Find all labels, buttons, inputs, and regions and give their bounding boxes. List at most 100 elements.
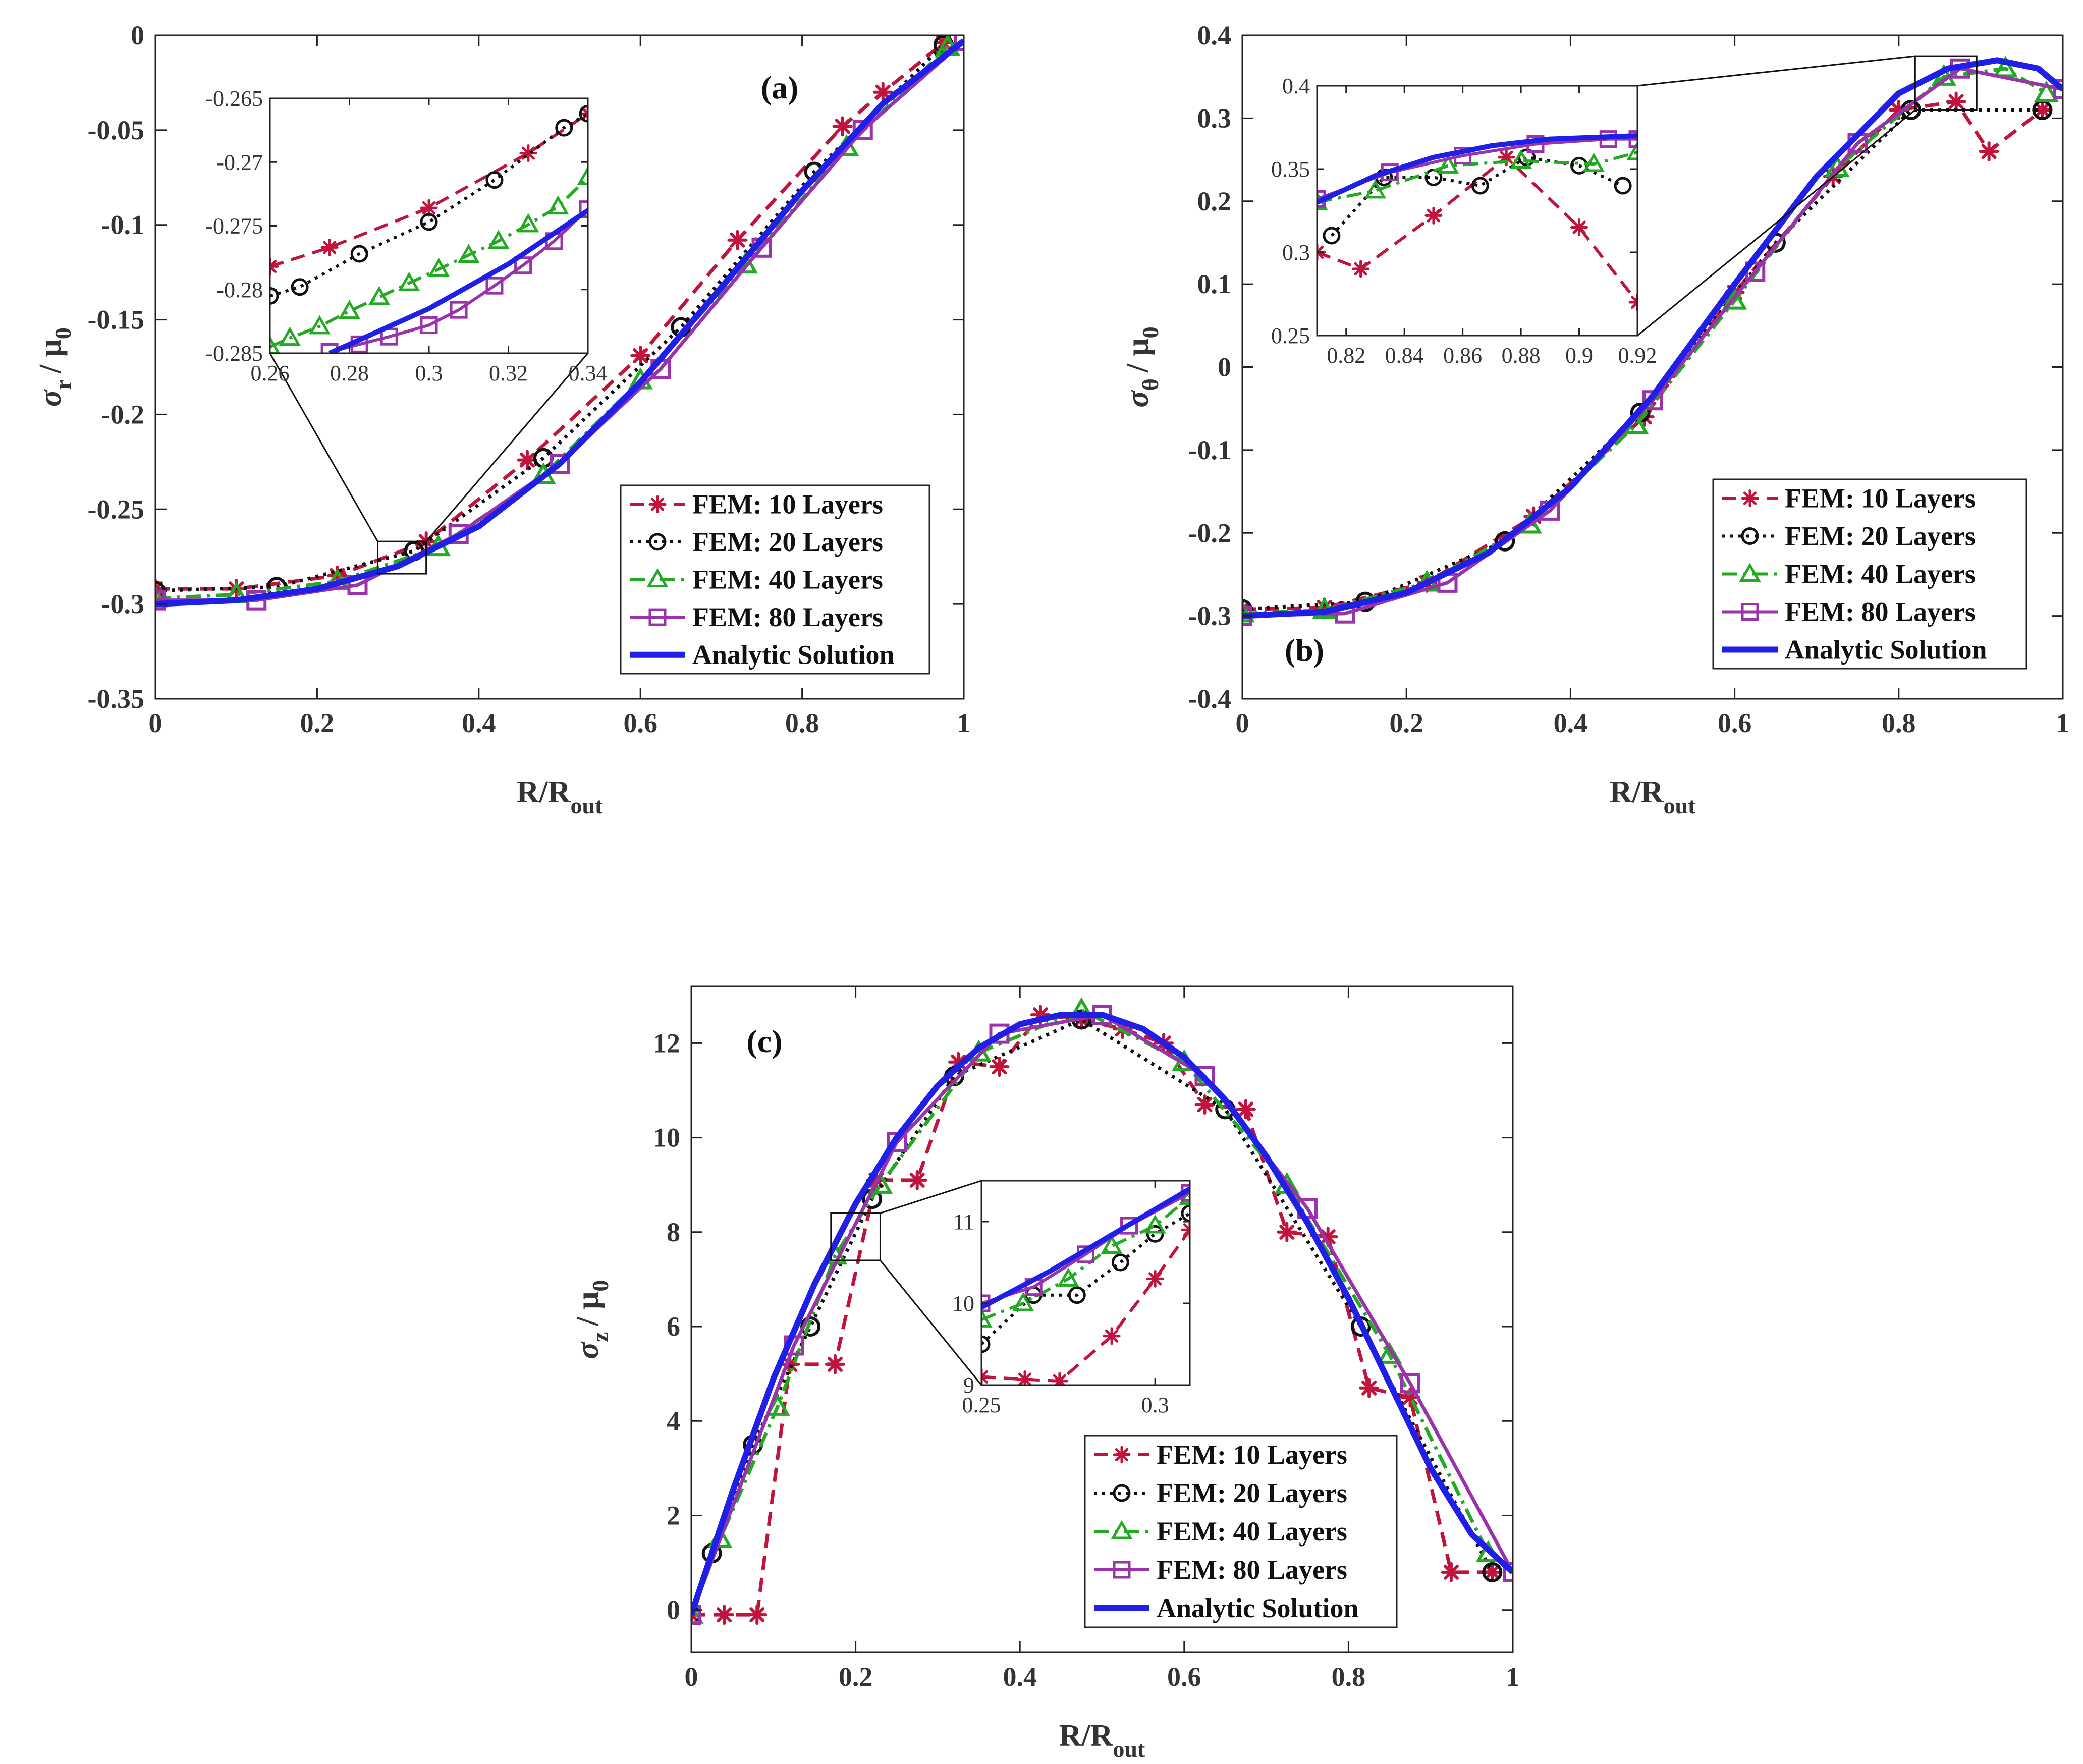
panel-a-inset-fem-10-layers-point-2 <box>420 199 438 217</box>
panel-c-legend: FEM: 10 Layers FEM: 20 Layers FEM: 40 Laye… <box>1084 1435 1398 1628</box>
panel-a-inset-fem-10-layers-series <box>270 104 588 275</box>
panel-b-x-axis-label: R/Rout <box>1610 775 1696 818</box>
panel-b-legend-marker-fem-20-layers <box>1741 527 1759 545</box>
panel-b-legend-marker-fem-10-layers <box>1741 489 1759 507</box>
panel-c-inset-fem-80-layers-point-3 <box>1120 1217 1138 1235</box>
panel-c-legend-item-fem-40-layers: FEM: 40 Layers <box>1094 1516 1347 1547</box>
panel-b-inset-fem-40-layers-point-5 <box>1626 141 1637 160</box>
panel-a-inset-xtick-label-2: 0.3 <box>415 361 443 385</box>
panel-a-inset-fem-40-layers-point-3 <box>338 300 361 319</box>
panel-c-inset-fem-10-layers-point-3 <box>1103 1327 1121 1345</box>
panel-c-fem-20-layers-point-9 <box>1482 1562 1503 1582</box>
panel-b-xtick-label-5: 1 <box>2056 708 2070 738</box>
panel-b-fem-10-layers-point-8 <box>1946 91 1966 112</box>
panel-b-legend-label-fem-20-layers: FEM: 20 Layers <box>1785 521 1976 552</box>
panel-b-inset-fem-40-layers-line <box>1317 151 1637 204</box>
panel-a-plot-content <box>155 35 964 611</box>
panel-b-inset-fem-20-layers-line <box>1330 155 1624 237</box>
panel-b-inset-xtick-label-0: 0.82 <box>1327 343 1365 368</box>
panel-c-ytick-label-1: 2 <box>667 1501 680 1531</box>
panel-a-inset-fem-20-layers-point-4 <box>485 171 504 189</box>
panel-b-inset-fem-40-layers-point-1 <box>1364 179 1387 199</box>
panel-c-fem-10-layers-point-2 <box>747 1605 768 1625</box>
panel-a-panel-letter: (a) <box>761 70 799 105</box>
panel-c-inset-fem-20-layers-point-5 <box>1181 1204 1190 1223</box>
panel-a-zoom-connector-1 <box>269 353 378 542</box>
panel-b-fem-10-layers-point-10 <box>2032 99 2053 120</box>
panel-a-legend-label-fem-80-layers: FEM: 80 Layers <box>692 602 883 632</box>
panel-a-inset-plot-area <box>270 98 588 353</box>
panel-a-inset-fem-20-layers-point-1 <box>291 278 309 296</box>
panel-b-analytic-solution-series <box>1242 57 2063 619</box>
panel-b-xtick-label-3: 0.6 <box>1718 708 1752 738</box>
panel-a-fem-10-layers-point-6 <box>727 230 748 250</box>
panel-a-legend-item-fem-10-layers: FEM: 10 Layers <box>630 489 883 519</box>
panel-c-inset-fem-40-layers-point-1 <box>1012 1292 1034 1311</box>
panel-a-legend-marker-fem-20-layers <box>648 533 667 551</box>
panel-a-fem-10-layers-series <box>155 35 954 599</box>
panel-a-ytick-label-7: 0 <box>131 20 144 50</box>
panel-a-inset-fem-40-layers-point-4 <box>368 286 391 305</box>
panel-a-inset-fem-20-layers-point-2 <box>350 245 368 263</box>
panel-a-inset-fem-40-layers-point-8 <box>487 230 510 249</box>
panel-c-xtick-label-5: 1 <box>1506 1662 1520 1692</box>
panel-b-legend-item-fem-20-layers: FEM: 20 Layers <box>1722 521 1976 552</box>
panel-a-inset-analytic-solution-series <box>328 208 588 353</box>
panel-b-legend-item-fem-40-layers: FEM: 40 Layers <box>1722 559 1976 589</box>
panel-b-inset-xtick-label-1: 0.84 <box>1385 343 1424 368</box>
panel-c-fem-80-layers-point-0 <box>691 1605 701 1625</box>
panel-a-inset-analytic-solution-line <box>328 208 588 353</box>
panel-c-inset-fem-10-layers-series <box>981 1221 1190 1385</box>
panel-b-fem-10-layers-point-7 <box>1888 99 1909 120</box>
panel-b-legend-marker-fem-80-layers <box>1741 603 1759 621</box>
panel-a-inset-ytick-label-4: -0.265 <box>205 86 263 111</box>
panel-c-fem-40-layers-line <box>691 1008 1490 1616</box>
panel-c-fem-10-layers-point-17 <box>1359 1377 1380 1398</box>
panel-c-xtick-label-3: 0.6 <box>1167 1662 1201 1692</box>
panel-c-fem-80-layers-point-5 <box>1194 1066 1215 1086</box>
panel-a-inset-fem-10-layers-point-3 <box>519 144 537 162</box>
panel-a-inset-xtick-label-0: 0.26 <box>251 361 290 385</box>
panel-c-legend-item-fem-20-layers: FEM: 20 Layers <box>1094 1478 1347 1508</box>
panel-a-inset-xtick-label-1: 0.28 <box>330 361 369 385</box>
panel-c-inset-ytick-label-2: 11 <box>953 1209 974 1234</box>
panel-b-legend-item-fem-80-layers: FEM: 80 Layers <box>1722 597 1976 627</box>
panel-c-inset-fem-40-layers-point-2 <box>1057 1267 1079 1287</box>
panel-b-inset-fem-20-layers-point-6 <box>1614 177 1632 195</box>
panel-c-ytick-label-6: 12 <box>653 1028 680 1058</box>
panel-b-fem-40-layers-point-0 <box>1242 600 1255 623</box>
panel-a-inset-fem-10-layers-point-1 <box>320 238 339 256</box>
panel-b-inset-content <box>1317 130 1637 311</box>
panel-b-inset-fem-10-layers-point-2 <box>1424 206 1443 225</box>
panel-c-inset-fem-20-layers-point-4 <box>1146 1225 1164 1243</box>
panel-b-inset-fem-40-layers-point-3 <box>1510 149 1532 169</box>
panel-a-legend-item-fem-40-layers: FEM: 40 Layers <box>630 565 883 595</box>
panel-a-zoom-region-box <box>377 540 427 575</box>
panel-a-inset-fem-20-layers-line <box>270 112 588 298</box>
panel-a-legend-label-fem-10-layers: FEM: 10 Layers <box>692 489 883 519</box>
panel-b-legend-item-analytic-solution: Analytic Solution <box>1722 635 1987 665</box>
panel-b-inset-analytic-solution-line <box>1317 133 1637 205</box>
panel-b-legend-item-fem-10-layers: FEM: 10 Layers <box>1722 483 1976 514</box>
panel-b-fem-80-layers-point-8 <box>2053 79 2063 99</box>
panel-a-legend-item-fem-20-layers: FEM: 20 Layers <box>630 527 883 557</box>
panel-c-ytick-label-3: 6 <box>667 1311 680 1342</box>
panel-a-inset-fem-40-layers-point-6 <box>428 258 450 277</box>
panel-a-legend: FEM: 10 Layers FEM: 20 Layers FEM: 40 Laye… <box>620 484 930 675</box>
panel-c-fem-10-layers-point-6 <box>907 1170 927 1190</box>
panel-c-fem-10-layers-point-15 <box>1277 1222 1297 1242</box>
panel-c-legend-item-fem-80-layers: FEM: 80 Layers <box>1094 1555 1347 1585</box>
panel-b-fem-40-layers-point-9 <box>2034 80 2059 102</box>
panel-c-fem-10-layers-point-8 <box>989 1057 1010 1077</box>
panel-b-panel-letter: (b) <box>1285 632 1324 668</box>
panel-b-fem-10-layers-point-9 <box>1979 141 1999 162</box>
panel-a-legend-label-fem-40-layers: FEM: 40 Layers <box>692 565 883 595</box>
panel-b-ytick-label-2: -0.2 <box>1188 518 1231 548</box>
panel-b-ytick-label-5: 0.1 <box>1197 269 1232 299</box>
panel-b-xtick-label-2: 0.4 <box>1554 708 1588 738</box>
panel-c-inset-xtick-label-0: 0.25 <box>962 1393 1001 1417</box>
panel-a-xtick-label-4: 0.8 <box>785 708 819 738</box>
panel-b-ytick-label-1: -0.3 <box>1188 601 1231 631</box>
